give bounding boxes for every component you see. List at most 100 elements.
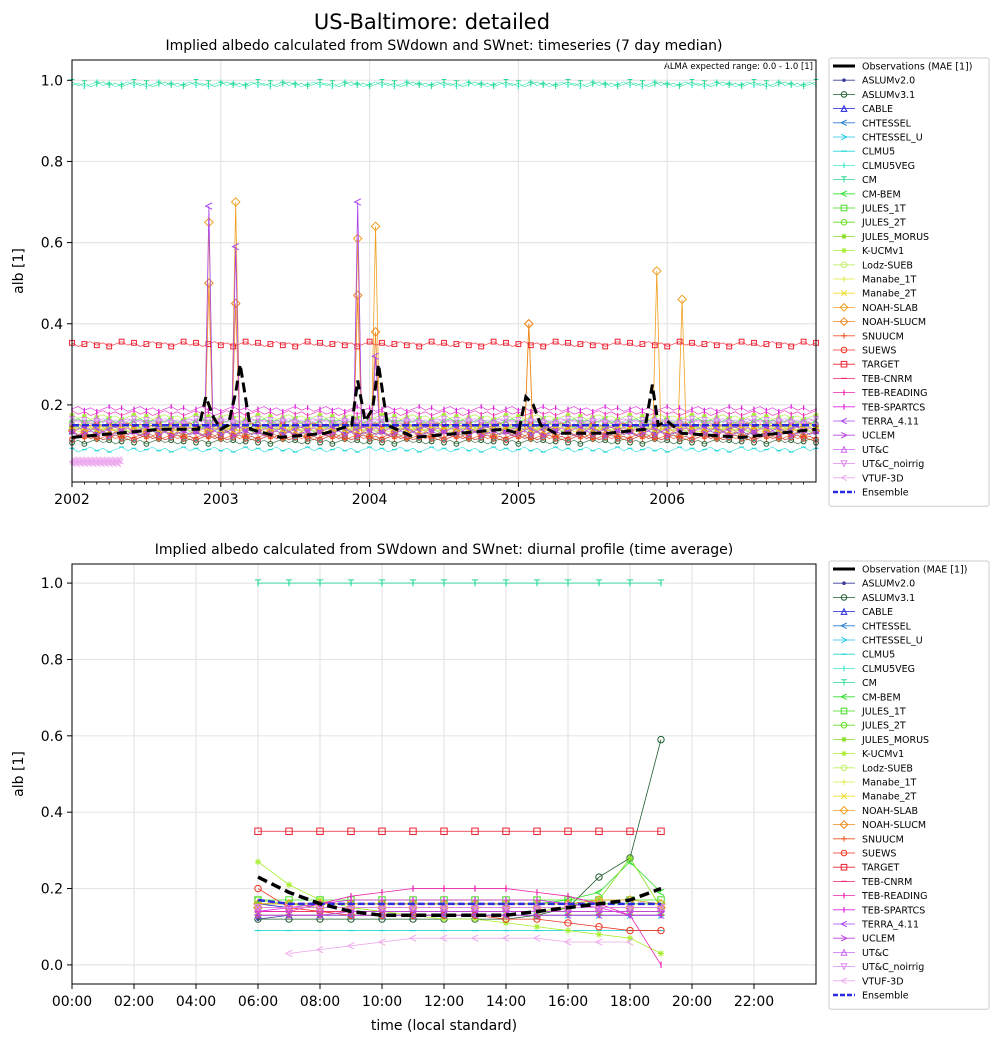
- dp-legend-marker: [840, 594, 848, 601]
- diurnal-title: Implied albedo calculated from SWdown an…: [155, 542, 733, 558]
- ts-series-marker: [454, 80, 459, 86]
- ts-series-marker: [81, 430, 88, 437]
- ts-series-marker: [539, 419, 547, 426]
- ts-legend-marker: [841, 333, 847, 339]
- ts-series-marker: [366, 435, 373, 442]
- ts-series-marker: [441, 79, 447, 85]
- ts-series-marker: [578, 80, 583, 86]
- dp-legend-label: JULES_1T: [861, 707, 906, 718]
- ts-series-marker: [206, 80, 211, 86]
- ts-series-marker: [540, 82, 546, 88]
- ts-series-marker: [317, 79, 323, 85]
- dp-series-marker: [470, 934, 479, 942]
- ts-ytick-label: 1.0: [41, 73, 63, 89]
- ts-series-marker: [688, 415, 696, 423]
- ts-series-marker: [515, 430, 522, 437]
- dp-ytick-label: 0.6: [41, 729, 63, 745]
- ts-series-marker: [391, 341, 398, 347]
- ts-series-marker: [316, 418, 324, 426]
- ts-legend-label: TEB-SPARTCS: [861, 402, 925, 413]
- ts-series-marker: [94, 81, 100, 87]
- ts-series-marker: [143, 341, 150, 347]
- ts-series-marker: [143, 440, 150, 447]
- dp-legend-marker: [840, 793, 848, 800]
- dp-series-marker: [471, 827, 479, 835]
- ts-series-marker: [105, 419, 113, 426]
- dp-legend-label: UT&C: [862, 948, 889, 959]
- dp-legend-marker: [840, 764, 848, 772]
- ts-series-marker: [131, 436, 137, 443]
- ts-series-marker: [279, 342, 286, 349]
- ts-legend-marker: [840, 445, 848, 453]
- ts-series-marker: [82, 413, 87, 419]
- ts-peak-marker: [523, 318, 534, 329]
- ts-series-marker: [317, 436, 323, 443]
- ts-series-marker: [491, 83, 496, 90]
- dp-series-marker: [657, 950, 665, 957]
- ts-legend-label: Manabe_2T: [862, 289, 917, 300]
- dp-legend-box: [828, 560, 990, 1010]
- ts-observations-line: [71, 364, 817, 439]
- ts-series-marker: [763, 417, 770, 424]
- ts-series-marker: [193, 339, 199, 346]
- ts-peak: [371, 226, 380, 430]
- ts-series-marker: [317, 412, 323, 418]
- ts-series-marker: [118, 420, 125, 428]
- dp-legend-label: SUEWS: [862, 849, 896, 860]
- dp-ytick-label: 0.4: [41, 805, 63, 821]
- ts-series-marker: [640, 413, 645, 419]
- ts-series-marker: [453, 341, 460, 347]
- ts-series-marker: [652, 431, 659, 438]
- dp-series-marker: [316, 579, 324, 587]
- dp-series-marker: [254, 911, 263, 919]
- ts-series-marker: [589, 342, 596, 349]
- ts-series-marker: [800, 435, 807, 442]
- ts-series-marker: [416, 82, 422, 88]
- dp-series-marker: [533, 915, 541, 923]
- ts-series-marker: [304, 420, 311, 428]
- ts-legend-label: SNUUCM: [862, 331, 904, 342]
- ts-series-marker: [292, 82, 298, 88]
- dp-legend-marker: [840, 977, 848, 985]
- ts-series-marker: [565, 439, 571, 446]
- expected-range-note: ALMA expected range: 0.0 - 1.0 [1]: [664, 62, 813, 72]
- ts-series-marker: [342, 431, 349, 438]
- ts-legend-label: TEB-CNRM: [861, 374, 912, 385]
- dp-series-line: [258, 888, 662, 966]
- dp-xtick-label: 12:00: [424, 994, 464, 1010]
- ts-series-marker: [726, 82, 732, 88]
- dp-series-marker: [315, 945, 324, 954]
- ts-legend-marker: [840, 417, 848, 425]
- dp-legend-marker: [840, 693, 848, 701]
- dp-series-marker: [346, 942, 355, 950]
- ts-series-marker: [738, 420, 745, 428]
- dp-legend-label: TEB-SPARTCS: [861, 905, 925, 916]
- ts-series-marker: [168, 343, 175, 350]
- ts-series-marker: [516, 80, 521, 86]
- ts-series-marker: [428, 428, 436, 434]
- dp-xtick-label: 20:00: [672, 994, 712, 1010]
- dp-series-marker: [253, 911, 262, 919]
- ts-series-marker: [788, 82, 794, 88]
- dp-series-marker: [346, 911, 355, 919]
- dp-legend-label: UT&C_noirrig: [862, 962, 924, 973]
- ts-series-marker: [391, 440, 398, 447]
- ts-peak: [353, 202, 363, 430]
- ts-peak-marker: [353, 198, 362, 206]
- ts-series-marker: [428, 338, 435, 345]
- dp-legend-label: Observation (MAE [1]): [862, 565, 967, 576]
- ts-series-marker: [81, 341, 88, 347]
- ts-ytick-label: 0.2: [41, 398, 63, 414]
- ts-series-marker: [788, 432, 795, 439]
- ts-series-marker: [627, 412, 633, 418]
- ts-series-marker: [540, 343, 547, 350]
- ts-series-marker: [726, 343, 733, 350]
- figure-title: US-Baltimore: detailed: [314, 10, 550, 34]
- ts-series-marker: [255, 439, 261, 446]
- ts-series-marker: [304, 428, 312, 434]
- ts-legend-marker: [840, 360, 848, 368]
- ts-series-marker: [255, 79, 261, 85]
- ts-legend-marker: [840, 190, 848, 198]
- ts-series-marker: [800, 338, 807, 345]
- ts-series-marker: [255, 436, 261, 443]
